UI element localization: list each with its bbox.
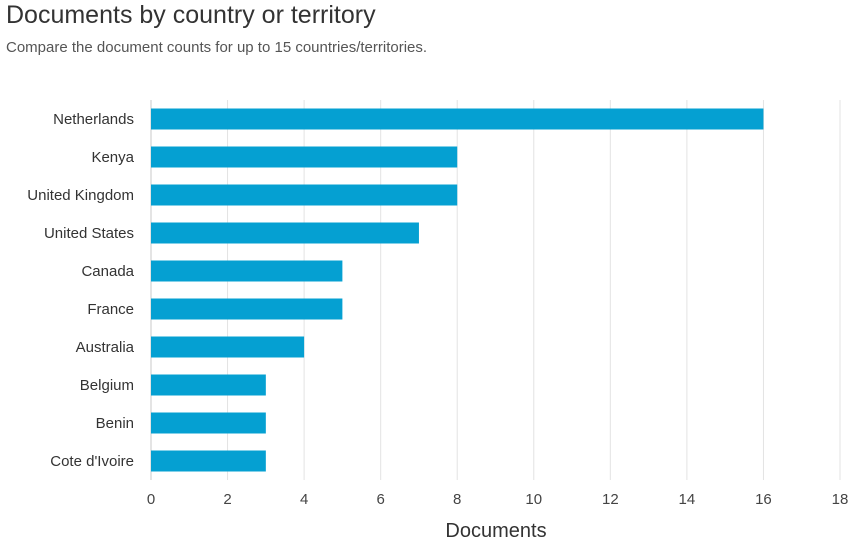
chart-subtitle: Compare the document counts for up to 15… — [6, 39, 428, 56]
x-tick-label: 14 — [679, 491, 696, 508]
category-labels: Netherlands Kenya United Kingdom United Sta… — [27, 111, 134, 470]
x-axis-title: Documents — [445, 520, 546, 542]
bar[interactable] — [151, 336, 305, 358]
bar[interactable] — [151, 222, 419, 244]
x-tick-label: 10 — [525, 491, 542, 508]
category-label: France — [87, 301, 134, 318]
x-tick-label: 16 — [755, 491, 772, 508]
bar[interactable] — [151, 184, 458, 206]
category-label: United Kingdom — [27, 187, 134, 204]
x-tick-label: 18 — [832, 491, 849, 508]
x-tick-label: 0 — [147, 491, 155, 508]
category-label: Australia — [76, 339, 135, 356]
bar[interactable] — [151, 146, 458, 168]
category-label: Netherlands — [53, 111, 134, 128]
x-tick-label: 8 — [453, 491, 461, 508]
x-tick-label: 6 — [376, 491, 384, 508]
bar[interactable] — [151, 298, 343, 320]
category-label: United States — [44, 225, 134, 242]
category-label: Canada — [81, 263, 134, 280]
category-label: Cote d'Ivoire — [50, 453, 134, 470]
bar[interactable] — [151, 260, 343, 282]
x-tick-label: 12 — [602, 491, 619, 508]
x-tick-labels: 0 2 4 6 8 10 12 14 16 18 — [147, 491, 849, 508]
category-label: Belgium — [80, 377, 134, 394]
bar[interactable] — [151, 108, 764, 130]
bar[interactable] — [151, 374, 266, 396]
chart-title: Documents by country or territory — [6, 1, 376, 29]
bar[interactable] — [151, 412, 266, 434]
category-label: Kenya — [91, 149, 134, 166]
bars — [151, 108, 764, 472]
x-tick-label: 2 — [223, 491, 231, 508]
x-tick-label: 4 — [300, 491, 308, 508]
category-label: Benin — [96, 415, 134, 432]
bar[interactable] — [151, 450, 266, 472]
